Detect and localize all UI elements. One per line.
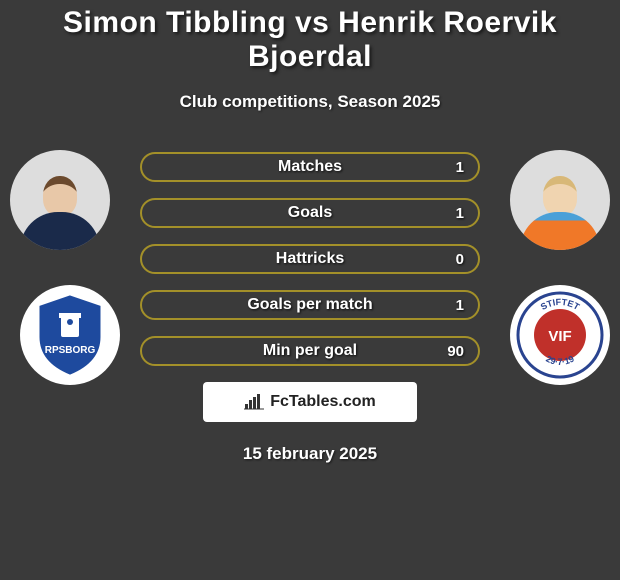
stats-area: RPSBORG VIF STIFTET 29·7·19 Matches1Goal… [0, 150, 620, 464]
stat-value: 90 [447, 343, 464, 360]
stat-label: Matches [278, 158, 342, 176]
date-text: 15 february 2025 [0, 444, 620, 464]
right-player-face [510, 150, 610, 250]
bar-chart-icon [244, 394, 264, 410]
stat-bars: Matches 1 Goals 1 Hattricks 0 Goals per match 1… [140, 150, 480, 366]
stat-value: 0 [456, 251, 464, 268]
stat-row: Goals 1 [140, 198, 480, 228]
watermark: FcTables.com [203, 382, 417, 422]
stat-row: Hattricks 0 [140, 244, 480, 274]
svg-text:RPSBORG: RPSBORG [45, 345, 96, 356]
watermark-text: FcTables.com [270, 393, 376, 411]
stat-row: Min per goal 90 [140, 336, 480, 366]
stat-label: Goals [288, 204, 332, 222]
stat-value: 1 [456, 297, 464, 314]
right-player-avatar [510, 150, 610, 250]
stat-value: 1 [456, 159, 464, 176]
page-title: Simon Tibbling vs Henrik Roervik Bjoerda… [0, 0, 620, 74]
left-player-avatar [10, 150, 110, 250]
shield-icon: RPSBORG [35, 295, 105, 375]
subtitle: Club competitions, Season 2025 [0, 92, 620, 112]
right-club-badge: VIF STIFTET 29·7·19 [510, 285, 610, 385]
stat-row: Goals per match 1 [140, 290, 480, 320]
stat-row: Matches 1 [140, 152, 480, 182]
stat-label: Min per goal [263, 342, 357, 360]
comparison-infographic: Simon Tibbling vs Henrik Roervik Bjoerda… [0, 0, 620, 580]
svg-text:VIF: VIF [548, 328, 571, 345]
club-crest-icon: VIF STIFTET 29·7·19 [515, 290, 605, 380]
left-club-badge: RPSBORG [20, 285, 120, 385]
stat-value: 1 [456, 205, 464, 222]
stat-label: Goals per match [247, 296, 372, 314]
stat-label: Hattricks [276, 250, 344, 268]
left-player-face [10, 150, 110, 250]
